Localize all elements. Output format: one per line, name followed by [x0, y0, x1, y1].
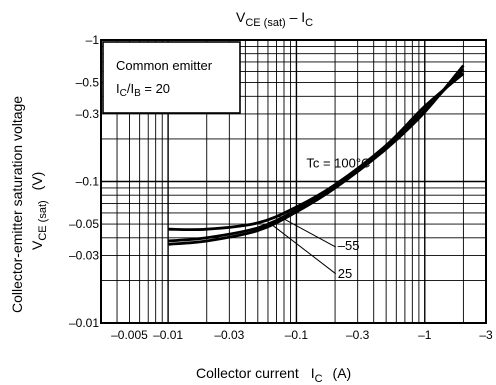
annotation-minus55: –55 — [338, 238, 360, 253]
y-axis-label-line-2: VCE (sat)(V) — [29, 172, 49, 250]
x-tick-label: –0.01 — [153, 328, 183, 342]
y-tick-label: –0.3 — [76, 107, 100, 121]
curve-annotations: Tc = 100°C –55 25 — [267, 156, 370, 281]
legend-box — [102, 41, 241, 114]
legend-line-1: Common emitter — [116, 58, 213, 73]
y-tick-label: –0.03 — [69, 248, 99, 262]
y-tick-label: –0.01 — [69, 316, 99, 330]
x-tick-label: –3 — [479, 328, 493, 342]
leader-25 — [267, 221, 337, 275]
plot-frame — [100, 39, 487, 324]
x-tick-label: –0.03 — [214, 328, 244, 342]
x-tick-label: –0.005 — [111, 328, 148, 342]
y-tick-label: –1 — [86, 33, 100, 47]
x-tick-label: –0.3 — [346, 328, 370, 342]
y-tick-label: –0.1 — [76, 175, 100, 189]
x-tick-label: –1 — [418, 328, 432, 342]
x-tick-labels: –0.005 –0.01 –0.03 –0.1 –0.3 –1 –3 — [111, 328, 493, 342]
x-axis-label: Collector current IC (A) — [196, 365, 351, 385]
legend-line-2: IC/IB = 20 — [116, 81, 170, 99]
data-curves — [167, 64, 465, 246]
y-axis-label-line-1: Collector-emitter saturation voltage — [9, 96, 25, 313]
series-line-0 — [168, 72, 465, 232]
leader-minus55 — [276, 214, 337, 248]
y-tick-labels: –1 –0.5 –0.3 –0.1 –0.05 –0.03 –0.01 — [69, 33, 99, 330]
series-line-2 — [167, 64, 465, 246]
y-tick-label: –0.05 — [69, 217, 99, 231]
y-tick-label: –0.5 — [76, 76, 100, 90]
x-tick-label: –0.1 — [285, 328, 309, 342]
chart-title: VCE (sat) – IC — [236, 9, 313, 29]
annotation-25: 25 — [338, 266, 352, 281]
annotation-100c: Tc = 100°C — [306, 156, 370, 171]
